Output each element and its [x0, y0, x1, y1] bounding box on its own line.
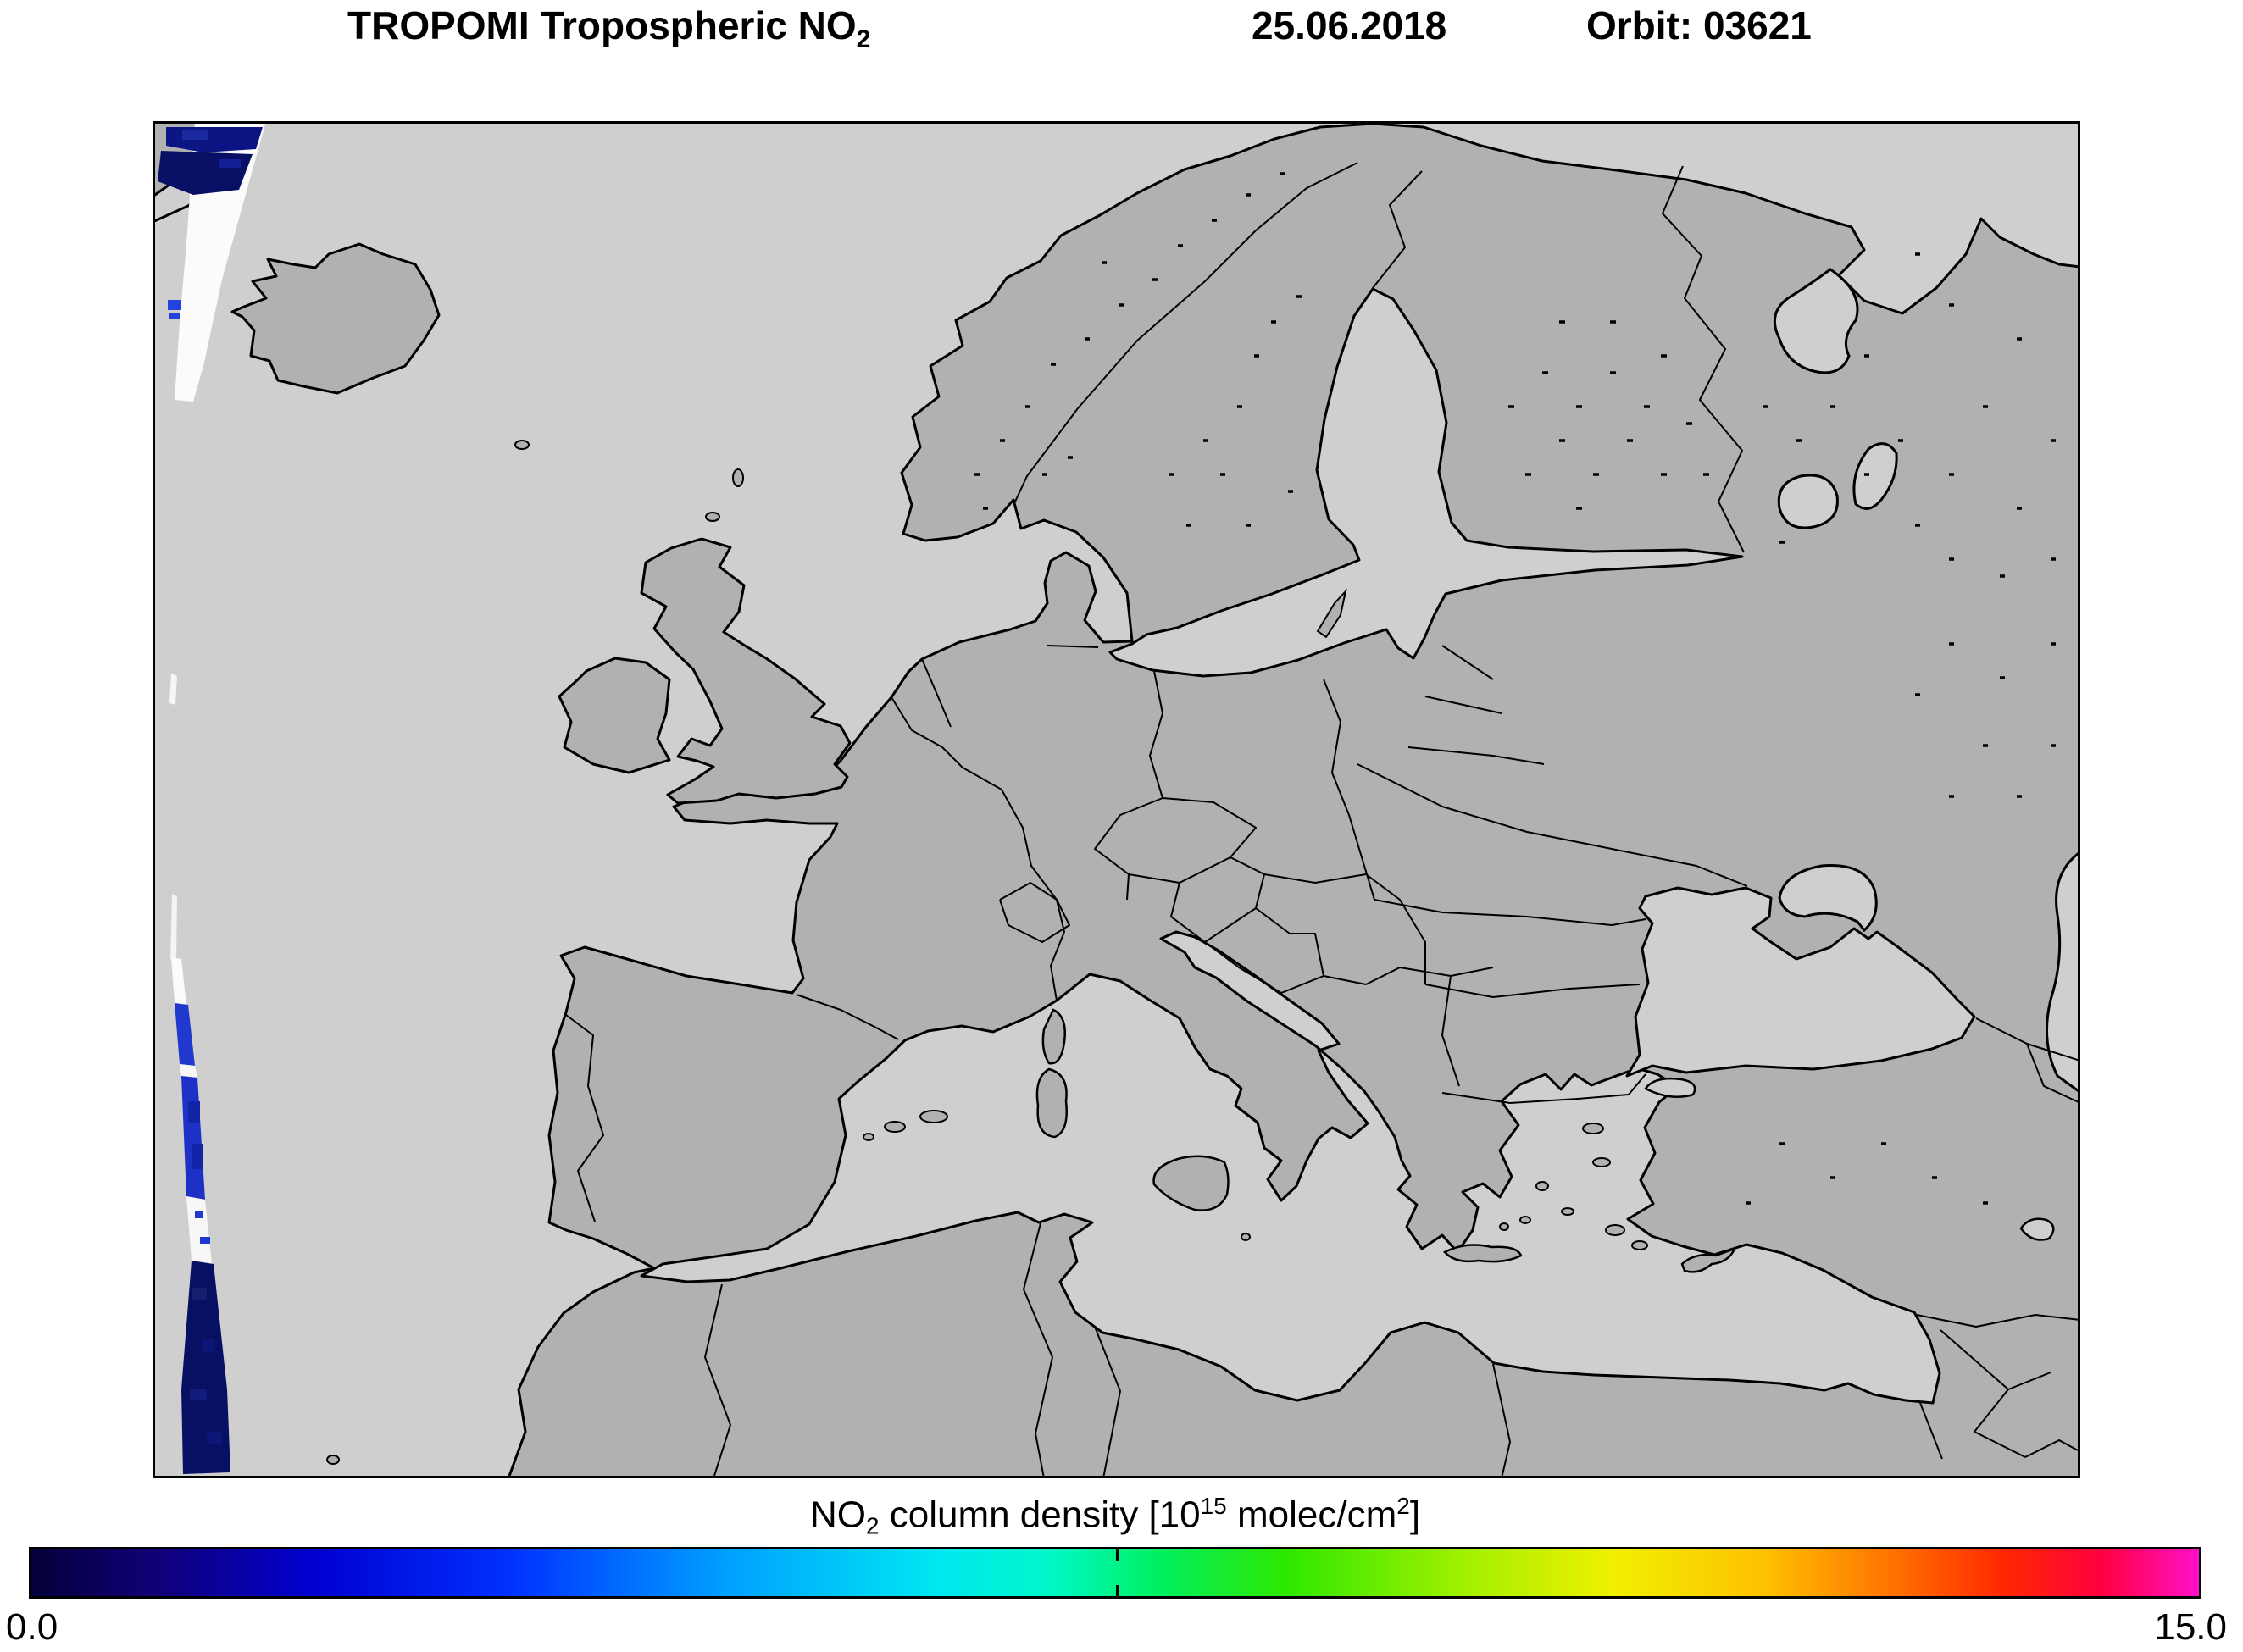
- gotland: [1316, 588, 1347, 639]
- cb-label-close: ]: [1409, 1494, 1421, 1536]
- country-borders: [565, 162, 2080, 1478]
- sardinia: [1035, 1067, 1068, 1139]
- crete: [1442, 1244, 1523, 1263]
- map-svg: [153, 121, 2080, 1478]
- black-sea: [1625, 886, 1976, 1078]
- white-sea: [1773, 268, 1859, 374]
- europe-map: [153, 121, 2080, 1478]
- swath-noise-4: [192, 1144, 203, 1169]
- cb-label-unit-exp: 2: [1396, 1493, 1410, 1519]
- sicily: [1152, 1155, 1230, 1211]
- colorbar-max-label: 15.0: [2154, 1606, 2227, 1648]
- colorbar-min-label: 0.0: [6, 1606, 58, 1648]
- swath-noise-3: [188, 1101, 200, 1123]
- atlantic-small-islands: [326, 440, 744, 1465]
- lake-onega: [1852, 442, 1898, 510]
- title-main-text: TROPOMI Tropospheric NO: [347, 3, 857, 47]
- mediterranean-sea: [640, 930, 1941, 1405]
- cb-label-unit: molec/cm: [1226, 1494, 1397, 1536]
- balearic-islands: [863, 1110, 948, 1141]
- swath-blue-a: [175, 1003, 195, 1066]
- swath-blue-spot-2: [169, 313, 180, 319]
- swath-noise-5: [192, 1288, 207, 1300]
- swath-blue-spot-4: [200, 1237, 210, 1244]
- lake-van: [2019, 1217, 2055, 1241]
- swath-sliver-2: [170, 894, 177, 961]
- swath-blue-spot-1: [168, 300, 181, 310]
- swath-noise-6: [202, 1339, 215, 1352]
- colorbar-label: NO2 column density [1015 molec/cm2]: [29, 1493, 2201, 1540]
- corsica: [1041, 1008, 1066, 1065]
- iceland: [230, 242, 441, 395]
- title-subscript: 2: [856, 25, 871, 53]
- swath-noise-7: [190, 1389, 207, 1400]
- ireland: [558, 657, 671, 774]
- swath-dark-bottom: [181, 1261, 230, 1474]
- swath-noise-8: [207, 1432, 222, 1444]
- observation-date: 25.06.2018: [1252, 3, 1447, 47]
- map-border-frame: [153, 121, 2080, 1478]
- cb-label-no: NO: [809, 1494, 866, 1536]
- swath-blue-spot-3: [195, 1211, 203, 1218]
- lake-ladoga: [1777, 474, 1839, 529]
- orbit-number: Orbit: 03621: [1586, 3, 1812, 47]
- colorbar-mid-tick-top: [1116, 1549, 1119, 1561]
- cyprus: [1680, 1246, 1737, 1273]
- data-swath: [158, 121, 266, 1474]
- cb-label-exp: 15: [1200, 1493, 1227, 1519]
- colorbar-mid-tick-bottom: [1116, 1585, 1119, 1596]
- page-title: TROPOMI Tropospheric NO2: [347, 3, 870, 62]
- great-britain: [640, 537, 852, 805]
- cb-label-no-sub: 2: [865, 1512, 880, 1539]
- swath-sliver-1: [169, 674, 177, 705]
- baltic-sea: [1108, 287, 1744, 678]
- sea-of-azov: [1778, 864, 1878, 933]
- swath-white-c: [186, 1196, 212, 1264]
- colorbar-gradient: [29, 1547, 2201, 1599]
- swath-white-a: [171, 957, 186, 1005]
- cb-label-mid: column density [10: [879, 1494, 1201, 1536]
- aegean-islands: [1241, 1123, 1648, 1250]
- swath-noise-1: [182, 130, 208, 140]
- swath-noise-2: [219, 159, 241, 168]
- lake-speckles: [974, 172, 2056, 1205]
- swath-white-b: [180, 1064, 197, 1078]
- sea-of-marmara: [1644, 1077, 1696, 1099]
